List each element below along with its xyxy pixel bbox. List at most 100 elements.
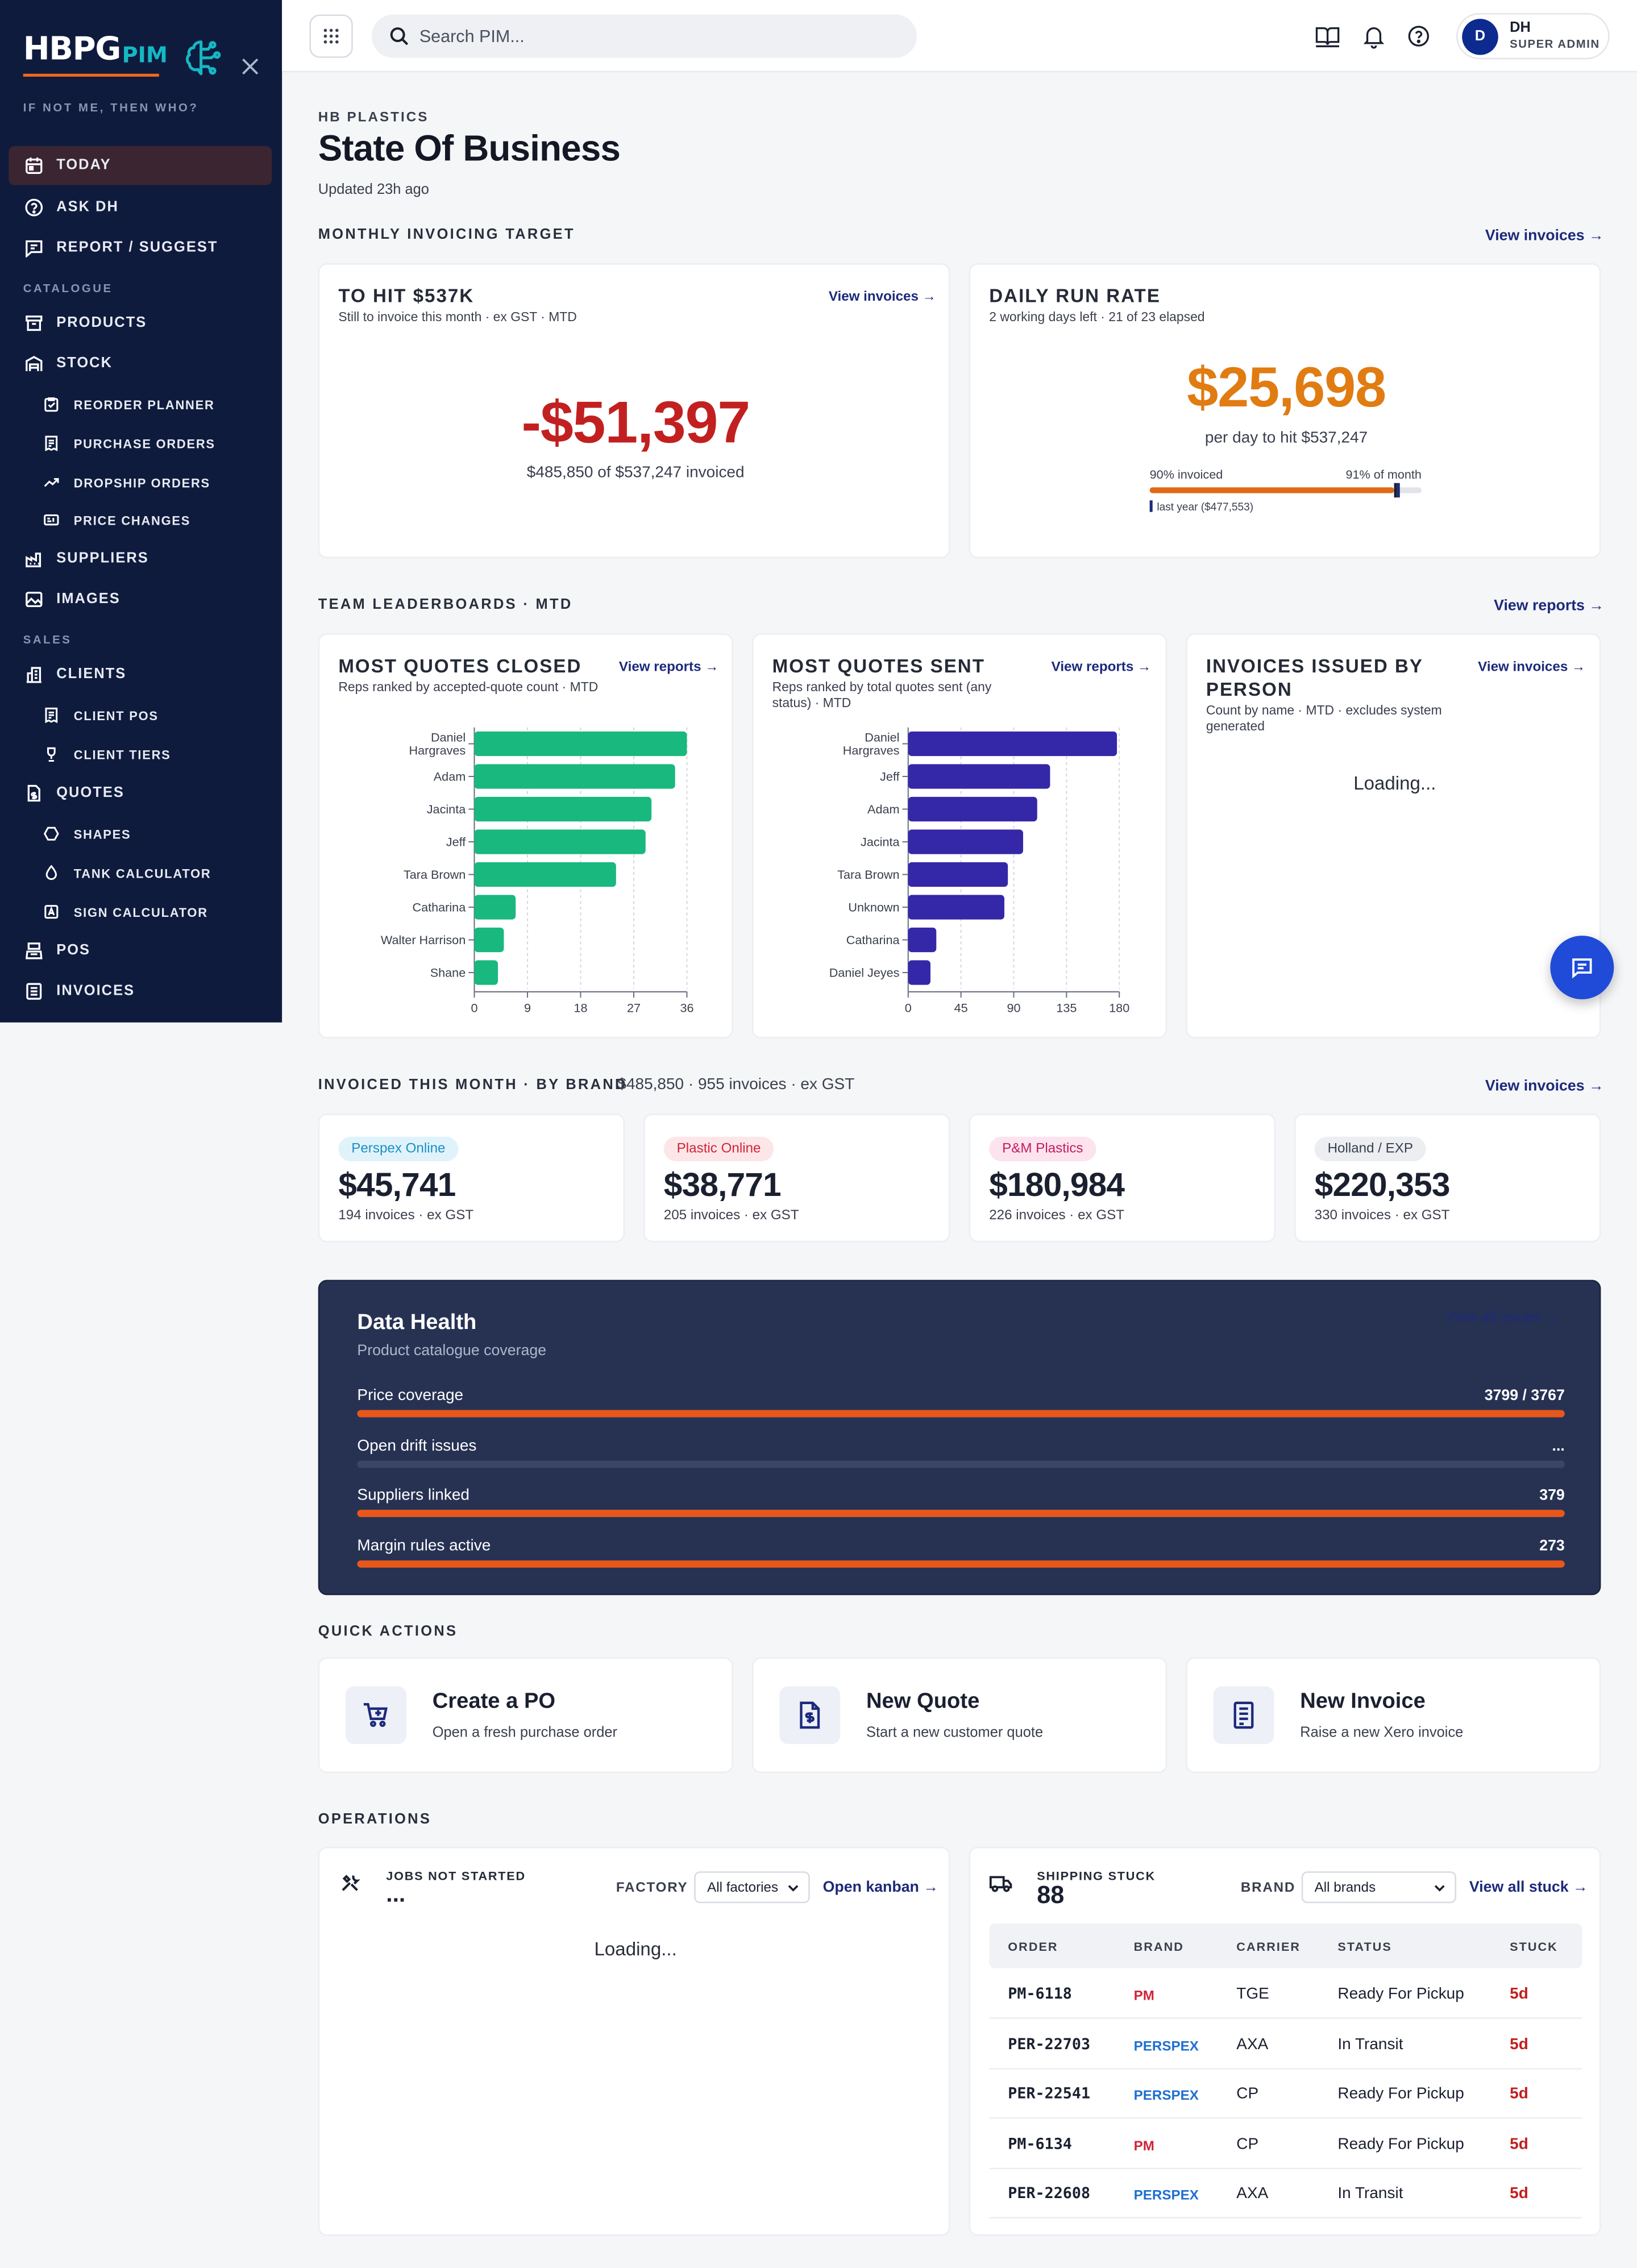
bar[interactable] bbox=[474, 862, 616, 887]
shipping-count: 88 bbox=[1037, 1881, 1065, 1909]
sidebar-item-images[interactable]: IMAGES bbox=[9, 580, 272, 619]
bar[interactable] bbox=[474, 829, 646, 854]
tagline: IF NOT ME, THEN WHO? bbox=[23, 101, 199, 114]
sidebar-item-pos[interactable]: POS bbox=[9, 931, 272, 970]
user-menu[interactable]: D DH SUPER ADMIN bbox=[1456, 13, 1610, 60]
data-health-panel: Data Health Product catalogue coverage V… bbox=[318, 1280, 1601, 1596]
bar[interactable] bbox=[908, 829, 1023, 854]
x-tick-label: 180 bbox=[1109, 1000, 1129, 1015]
trophy-icon bbox=[42, 746, 60, 763]
sidebar-item-price-changes[interactable]: PRICE CHANGES bbox=[9, 500, 272, 539]
table-row[interactable]: PM-6134 PM CP Ready For Pickup 5d bbox=[989, 2120, 1582, 2169]
sidebar-item-products[interactable]: PRODUCTS bbox=[9, 304, 272, 343]
brand-card[interactable]: P&M Plastics $180,984 226 invoices · ex GS… bbox=[969, 1114, 1275, 1243]
brand-select[interactable]: All brands bbox=[1301, 1871, 1457, 1904]
order-cell: PM-6118 bbox=[1008, 1985, 1072, 2003]
view-reports-link[interactable]: View reports → bbox=[1494, 597, 1605, 615]
bar[interactable] bbox=[474, 960, 498, 985]
sidebar-item-ask-dh[interactable]: ASK DH bbox=[9, 188, 272, 227]
bar[interactable] bbox=[908, 895, 1004, 920]
sidebar-item-label: ASK DH bbox=[56, 200, 119, 216]
sidebar-item-clients[interactable]: CLIENTS bbox=[9, 655, 272, 695]
view-invoices-link[interactable]: View invoices → bbox=[1485, 1077, 1604, 1095]
bar[interactable] bbox=[474, 764, 675, 789]
logo[interactable]: HBPG PIM bbox=[23, 32, 168, 69]
sidebar-item-sign-calculator[interactable]: SIGN CALCULATOR bbox=[9, 892, 272, 932]
view-invoices-link[interactable]: View invoices → bbox=[828, 289, 936, 305]
sidebar-item-invoices[interactable]: INVOICES bbox=[9, 972, 272, 1011]
table-row[interactable]: PM-6118 PM TGE Ready For Pickup 5d bbox=[989, 1970, 1582, 2019]
factory-icon bbox=[23, 549, 44, 570]
order-cell: PM-6134 bbox=[1008, 2136, 1072, 2153]
sidebar-item-dropship-orders[interactable]: DROPSHIP ORDERS bbox=[9, 463, 272, 502]
sidebar-item-suppliers[interactable]: SUPPLIERS bbox=[9, 539, 272, 579]
sidebar-item-today[interactable]: TODAY bbox=[9, 146, 272, 185]
sidebar-item-reorder-planner[interactable]: REORDER PLANNER bbox=[9, 385, 272, 424]
view-reports-link[interactable]: View reports → bbox=[618, 659, 719, 676]
book-open-icon[interactable] bbox=[1315, 23, 1341, 49]
view-invoices-link[interactable]: View invoices → bbox=[1485, 227, 1604, 244]
apps-grid-button[interactable] bbox=[309, 14, 353, 58]
last-year-label: last year ($477,553) bbox=[1157, 500, 1254, 514]
stuck-cell: 5d bbox=[1510, 2186, 1528, 2203]
invoiced-percent-label: 90% invoiced bbox=[1149, 467, 1223, 482]
search-input[interactable] bbox=[419, 26, 882, 47]
close-icon[interactable] bbox=[242, 58, 262, 78]
sidebar-item-report-suggest[interactable]: REPORT / SUGGEST bbox=[9, 229, 272, 268]
sidebar-item-label: SUPPLIERS bbox=[56, 551, 149, 567]
help-circle-icon bbox=[23, 197, 44, 218]
health-progress bbox=[357, 1560, 1565, 1568]
open-kanban-link[interactable]: Open kanban → bbox=[822, 1878, 939, 1896]
bell-icon[interactable] bbox=[1361, 23, 1387, 49]
view-reports-link[interactable]: View reports → bbox=[1051, 659, 1152, 676]
bar[interactable] bbox=[908, 731, 1117, 757]
quotes-closed-chart: 0 9 18 27 36 Daniel Hargraves Adam Jacinta Jeff Ta… bbox=[381, 727, 694, 1015]
chat-button[interactable] bbox=[1550, 936, 1614, 1000]
bar[interactable] bbox=[908, 927, 937, 953]
table-row[interactable]: PER-22608 PERSPEX AXA In Transit 5d bbox=[989, 2170, 1582, 2219]
bar[interactable] bbox=[908, 764, 1050, 789]
archive-icon bbox=[23, 313, 44, 334]
table-row[interactable]: PER-22541 PERSPEX CP Ready For Pickup 5d bbox=[989, 2070, 1582, 2119]
table-row[interactable]: PER-22703 PERSPEX AXA In Transit 5d bbox=[989, 2020, 1582, 2069]
status-cell: Ready For Pickup bbox=[1337, 2086, 1464, 2103]
health-progress bbox=[357, 1410, 1565, 1418]
quick-action-new-invoice[interactable]: New Invoice Raise a new Xero invoice bbox=[1186, 1657, 1601, 1773]
bar[interactable] bbox=[474, 895, 516, 920]
bar[interactable] bbox=[908, 862, 1008, 887]
brand-invoice-count: 226 invoices · ex GST bbox=[989, 1207, 1125, 1224]
section-leaderboards-heading: TEAM LEADERBOARDS · MTD bbox=[318, 597, 573, 613]
sidebar-item-client-pos[interactable]: CLIENT POS bbox=[9, 696, 272, 735]
quick-action-create-a-po[interactable]: Create a PO Open a fresh purchase order bbox=[318, 1657, 733, 1773]
search-bar[interactable] bbox=[371, 14, 917, 58]
quick-action-new-quote[interactable]: New Quote Start a new customer quote bbox=[751, 1657, 1167, 1773]
y-tick-label: Unknown bbox=[848, 900, 899, 915]
sidebar-item-purchase-orders[interactable]: PURCHASE ORDERS bbox=[9, 423, 272, 463]
help-circle-icon[interactable] bbox=[1406, 23, 1432, 49]
brand-card[interactable]: Perspex Online $45,741 194 invoices · ex G… bbox=[318, 1114, 625, 1243]
sidebar-item-quotes[interactable]: QUOTES bbox=[9, 774, 272, 813]
y-tick-label: Daniel Hargraves bbox=[409, 730, 466, 758]
user-name: DH bbox=[1510, 20, 1531, 36]
x-tick-label: 0 bbox=[471, 1000, 477, 1015]
invoiced-caption: $485,850 of $537,247 invoiced bbox=[526, 464, 745, 482]
brand-card[interactable]: Holland / EXP $220,353 330 invoices · ex G… bbox=[1294, 1114, 1601, 1243]
factory-select[interactable]: All factories bbox=[694, 1871, 810, 1904]
order-cell: PER-22703 bbox=[1008, 2036, 1091, 2053]
sidebar-item-client-tiers[interactable]: CLIENT TIERS bbox=[9, 734, 272, 774]
view-all-issues-link[interactable]: View all issues → bbox=[1446, 1310, 1560, 1327]
view-all-stuck-link[interactable]: View all stuck → bbox=[1469, 1878, 1588, 1896]
bar[interactable] bbox=[474, 927, 504, 953]
data-health-title: Data Health bbox=[357, 1310, 477, 1335]
bar[interactable] bbox=[908, 960, 930, 985]
brand-card[interactable]: Plastic Online $38,771 205 invoices · ex G… bbox=[643, 1114, 950, 1243]
sidebar-item-shapes[interactable]: SHAPES bbox=[9, 814, 272, 853]
view-invoices-link[interactable]: View invoices → bbox=[1478, 659, 1586, 676]
warehouse-icon bbox=[23, 354, 44, 374]
sidebar-item-stock[interactable]: STOCK bbox=[9, 344, 272, 384]
bar[interactable] bbox=[474, 731, 687, 757]
bar[interactable] bbox=[474, 796, 652, 822]
bar[interactable] bbox=[908, 796, 1037, 822]
sidebar-item-tank-calculator[interactable]: TANK CALCULATOR bbox=[9, 853, 272, 892]
run-rate-progress bbox=[1149, 483, 1422, 498]
